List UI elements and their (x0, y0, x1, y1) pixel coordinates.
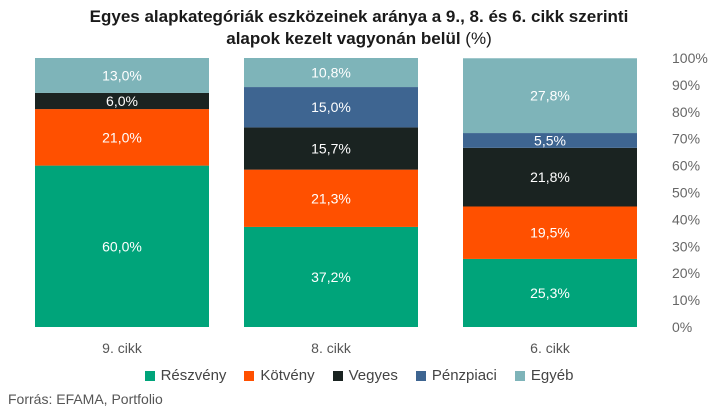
legend-swatch (415, 370, 426, 381)
data-label: 13,0% (102, 67, 142, 83)
legend-swatch (514, 370, 525, 381)
legend-item-részvény: Részvény (144, 367, 227, 384)
y-tick-label: 20% (672, 265, 700, 281)
legend-item-egyéb: Egyéb (514, 367, 574, 384)
data-label: 10,8% (311, 65, 351, 81)
y-tick-label: 10% (672, 292, 700, 308)
y-tick-label: 0% (672, 319, 692, 335)
data-label: 15,0% (311, 99, 351, 115)
bar-segment-részvény-1 (35, 165, 209, 327)
bar-segment-vegyes-1 (35, 92, 209, 110)
bar-segment-részvény-3 (463, 258, 637, 327)
data-label: 37,2% (311, 269, 351, 285)
bar-segment-egyéb-1 (35, 58, 209, 93)
legend-label: Pénzpiaci (431, 367, 497, 384)
bar-segment-részvény-2 (244, 226, 418, 327)
x-tick-label: 6. cikk (530, 340, 571, 356)
y-tick-label: 90% (672, 77, 700, 93)
data-label: 21,3% (311, 190, 351, 206)
y-tick-label: 100% (672, 50, 708, 66)
legend-swatch (244, 370, 255, 381)
data-label: 60,0% (102, 238, 142, 254)
data-label: 25,3% (530, 285, 570, 301)
source-note: Forrás: EFAMA, Portfolio (8, 391, 163, 407)
data-label: 6,0% (106, 93, 138, 109)
data-label: 19,5% (530, 225, 570, 241)
bar-segment-pénzpiaci-2 (244, 87, 418, 128)
chart-legend: Részvény Kötvény Vegyes Pénzpiaci Egyéb (0, 367, 718, 384)
bar-segment-kötvény-1 (35, 109, 209, 166)
y-tick-label: 30% (672, 238, 700, 254)
y-tick-label: 70% (672, 131, 700, 147)
legend-swatch (332, 370, 343, 381)
legend-label: Kötvény (260, 367, 315, 384)
data-label: 15,7% (311, 141, 351, 157)
chart-title-line2: alapok kezelt vagyonán belül (%) (0, 28, 718, 50)
chart-title-line1: Egyes alapkategóriák eszközeinek aránya … (89, 7, 629, 26)
legend-label: Egyéb (530, 367, 574, 384)
chart-title: Egyes alapkategóriák eszközeinek aránya … (0, 6, 718, 50)
legend-item-pénzpiaci: Pénzpiaci (415, 367, 497, 384)
legend-item-vegyes: Vegyes (332, 367, 398, 384)
bar-segment-vegyes-2 (244, 127, 418, 170)
y-tick-label: 60% (672, 158, 700, 174)
data-label: 27,8% (530, 88, 570, 104)
data-label: 21,0% (102, 129, 142, 145)
x-tick-label: 8. cikk (311, 340, 352, 356)
data-label: 21,8% (530, 169, 570, 185)
y-tick-label: 50% (672, 185, 700, 201)
bar-segment-kötvény-3 (463, 206, 637, 259)
bar-segment-pénzpiaci-3 (463, 133, 637, 148)
bar-segment-vegyes-3 (463, 147, 637, 207)
legend-label: Részvény (160, 367, 227, 384)
legend-swatch (144, 370, 155, 381)
chart-title-line2-text: alapok kezelt vagyonán belül (226, 29, 461, 48)
y-tick-label: 80% (672, 104, 700, 120)
bar-segment-egyéb-2 (244, 58, 418, 88)
bar-segment-egyéb-3 (463, 58, 637, 134)
chart-title-unit: (%) (465, 29, 492, 48)
data-label: 5,5% (534, 132, 566, 148)
legend-label: Vegyes (348, 367, 398, 384)
y-tick-label: 40% (672, 211, 700, 227)
x-tick-label: 9. cikk (102, 340, 143, 356)
legend-item-kötvény: Kötvény (244, 367, 315, 384)
bar-segment-kötvény-2 (244, 169, 418, 227)
